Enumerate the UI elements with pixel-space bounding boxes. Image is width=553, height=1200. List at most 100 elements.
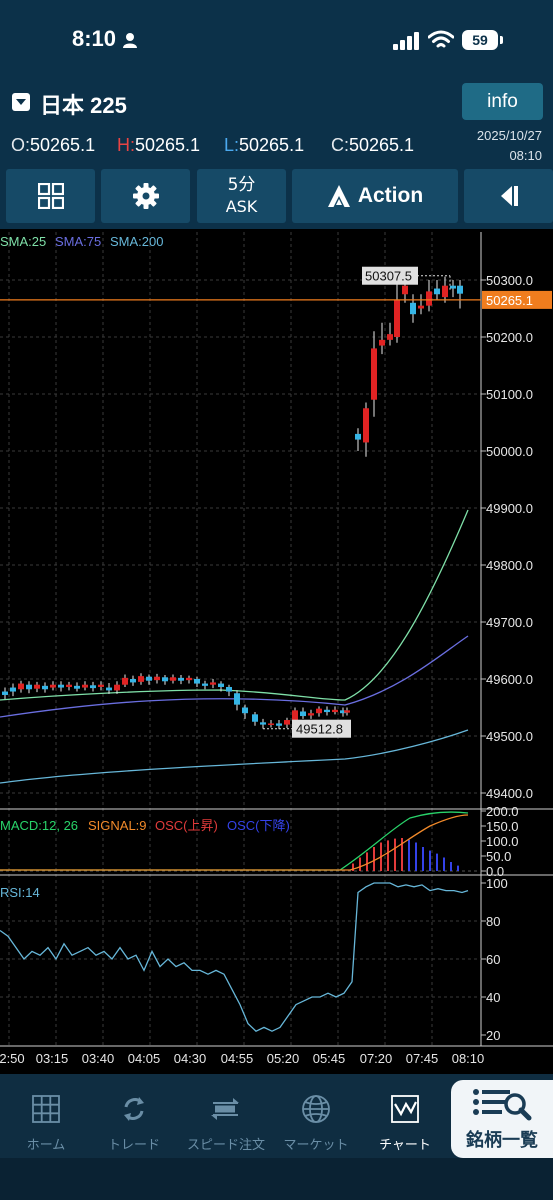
candle-down	[130, 679, 136, 683]
ohlc-high: H:50265.1	[117, 135, 200, 156]
timeframe-label: 5分	[227, 175, 256, 195]
symbol-name[interactable]: 日本 225	[40, 93, 127, 118]
sma25-line	[0, 509, 469, 701]
time-axis-label: 07:20	[360, 1051, 393, 1066]
price-axis-label: 49500.0	[486, 729, 533, 744]
time-axis-label: 04:05	[128, 1051, 161, 1066]
action-label: Action	[357, 184, 424, 207]
chart-area[interactable]: 50300.0 50200.0 50100.0 50000.0 49900.0 49800…	[0, 229, 553, 1074]
sma200-line	[0, 729, 469, 784]
rsi-line	[0, 882, 469, 1032]
candle-down	[410, 302, 416, 315]
candle-down	[234, 693, 240, 705]
price-axis-label: 50200.0	[486, 330, 533, 345]
low-label: 49512.8	[296, 722, 343, 737]
candle-down	[434, 288, 440, 295]
bar-datetime: 2025/10/27 08:10	[477, 126, 542, 166]
bar-date: 2025/10/27	[476, 128, 542, 143]
current-price-value: 50265.1	[486, 293, 533, 308]
close-value: 50265.1	[349, 135, 415, 155]
gear-icon	[132, 183, 159, 209]
candle-up	[138, 676, 144, 682]
candle-down	[74, 685, 80, 689]
sma-legend-item: SMA:75	[55, 234, 101, 249]
candle-up	[394, 299, 400, 337]
tab-market-label: マーケット	[283, 1137, 349, 1152]
battery-tip	[500, 36, 503, 44]
time-axis-label: 2:50	[0, 1051, 25, 1066]
low-label-box	[292, 719, 351, 738]
candle-up	[426, 291, 432, 306]
symbol-dropdown-icon[interactable]	[12, 93, 30, 111]
ohlc-open: O:50265.1	[11, 135, 95, 156]
candle-up	[402, 285, 408, 295]
ohlc-close: C:50265.1	[331, 135, 414, 156]
macd-line	[0, 811, 469, 871]
settings-button[interactable]	[101, 169, 190, 223]
action-button[interactable]: Action	[292, 169, 458, 223]
macd-legend-item: OSC(上昇)	[155, 818, 218, 833]
candle-up	[418, 305, 424, 309]
price-type-label: ASK	[225, 197, 258, 216]
candle-up	[363, 408, 369, 443]
high-key: H:	[117, 135, 135, 155]
candle-down	[106, 687, 112, 691]
candle-down	[252, 714, 258, 722]
tab-chart[interactable]: チャート	[359, 1074, 451, 1158]
time-axis-label: 08:10	[452, 1051, 485, 1066]
collapse-arrow-icon	[500, 186, 518, 206]
candle-up	[98, 684, 104, 687]
candle-down	[146, 676, 152, 681]
rsi-axis-label: 20	[486, 1028, 500, 1043]
time-axis-label: 03:15	[36, 1051, 69, 1066]
timeframe-button[interactable]: 5分 ASK	[197, 169, 286, 223]
candle-down	[90, 685, 96, 689]
candle-up	[82, 684, 88, 688]
candle-up	[379, 339, 385, 346]
chart-icon	[391, 1095, 419, 1123]
tab-trade-label: トレード	[107, 1137, 160, 1152]
price-axis-label: 49700.0	[486, 615, 533, 630]
tab-trade[interactable]: トレード	[88, 1074, 180, 1158]
list-search-icon	[473, 1089, 532, 1121]
tab-market[interactable]: マーケット	[270, 1074, 362, 1158]
speed-icon	[211, 1098, 239, 1120]
candle-down	[457, 285, 463, 294]
candle-down	[26, 684, 32, 690]
candle-up	[186, 677, 192, 681]
close-key: C:	[331, 135, 349, 155]
candle-up	[170, 677, 176, 681]
candle-down	[242, 707, 248, 714]
ohlc-low: L:50265.1	[224, 135, 304, 156]
rsi-axis-label: 100	[486, 876, 508, 891]
low-value: 50265.1	[239, 135, 305, 155]
candle-down	[324, 709, 330, 713]
candle-down	[355, 433, 361, 440]
candle-up	[122, 677, 128, 685]
macd-axis-label: 200.0	[486, 804, 519, 819]
macd-signal-line	[0, 814, 469, 871]
rsi-axis-label: 60	[486, 952, 500, 967]
time-axis-label: 03:40	[82, 1051, 115, 1066]
open-value: 50265.1	[30, 135, 96, 155]
macd-axis-label: 50.0	[486, 849, 511, 864]
candle-up	[34, 684, 40, 689]
price-axis-label: 49800.0	[486, 558, 533, 573]
collapse-panel-button[interactable]	[464, 169, 553, 223]
layout-button[interactable]	[6, 169, 95, 223]
time-axis-label: 04:55	[221, 1051, 254, 1066]
price-chart[interactable]: 50300.0 50200.0 50100.0 50000.0 49900.0 49800…	[0, 229, 553, 1074]
tab-home-label: ホーム	[26, 1137, 66, 1152]
candle-down	[10, 687, 16, 692]
macd-legend-item: MACD:12, 26	[0, 818, 78, 833]
tab-home[interactable]: ホーム	[0, 1074, 92, 1158]
symbol-list-button[interactable]: 銘柄一覧	[451, 1080, 553, 1158]
macd-legend-item: OSC(下降)	[227, 818, 290, 833]
battery-icon: 59	[462, 30, 498, 50]
tab-speed-order[interactable]: スピード注文	[176, 1074, 276, 1158]
candle-down	[178, 677, 184, 681]
candle-up	[387, 334, 393, 340]
time-axis-label: 04:30	[174, 1051, 207, 1066]
info-button[interactable]: info	[462, 83, 543, 120]
candle-down	[340, 710, 346, 714]
